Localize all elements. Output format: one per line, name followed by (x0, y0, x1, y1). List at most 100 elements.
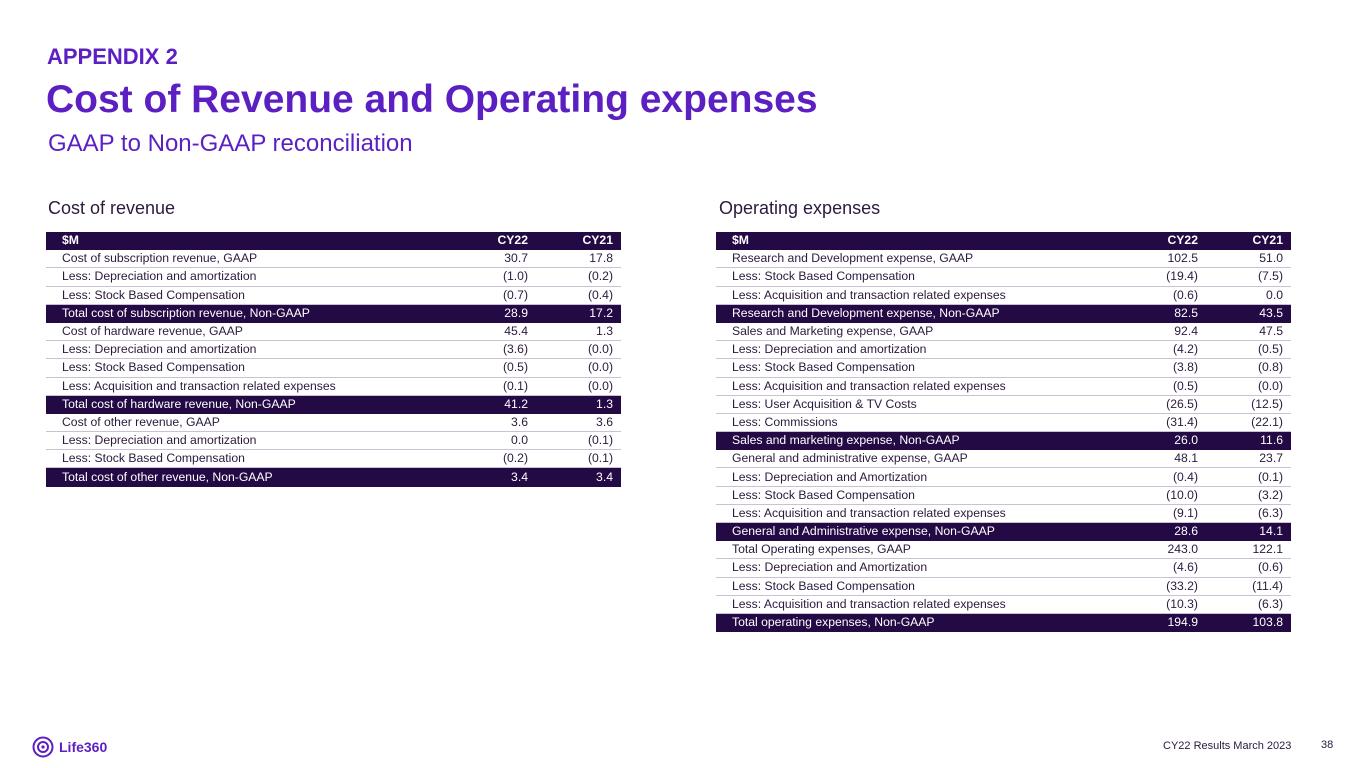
row-label: Less: Depreciation and Amortization (716, 467, 1121, 487)
row-value-cy22: 3.6 (451, 413, 536, 433)
row-value-cy22: (0.5) (1121, 377, 1206, 396)
row-label: Cost of other revenue, GAAP (46, 413, 451, 433)
row-label: Less: Depreciation and amortization (46, 431, 451, 451)
operating-expenses-table: $M CY22 CY21 Research and Development ex… (716, 232, 1291, 633)
row-label: Less: Stock Based Compensation (716, 486, 1121, 505)
table-row: Cost of subscription revenue, GAAP 30.7 17… (46, 249, 621, 269)
table-row: Less: Stock Based Compensation (0.2) (0.1) (46, 449, 621, 469)
row-value-cy21: (0.0) (536, 340, 621, 360)
row-label: Less: Acquisition and transaction relate… (716, 504, 1121, 524)
row-value-cy21: 11.6 (1206, 431, 1291, 451)
table-row: Less: Depreciation and Amortization (0.4)… (716, 467, 1291, 487)
row-value-cy21: (6.3) (1206, 504, 1291, 524)
table-row: Less: Stock Based Compensation (0.7) (0.4) (46, 286, 621, 305)
table-row: Research and Development expense, GAAP 10… (716, 249, 1291, 269)
column-header-metric: $M (716, 232, 1121, 251)
page-subtitle: GAAP to Non-GAAP reconciliation (48, 130, 413, 157)
row-value-cy21: 3.6 (536, 413, 621, 433)
table-row: Less: Stock Based Compensation (3.8) (0.8) (716, 358, 1291, 378)
row-value-cy22: (0.7) (451, 286, 536, 305)
row-value-cy21: 51.0 (1206, 249, 1291, 269)
table-row: Less: Depreciation and amortization (4.2)… (716, 340, 1291, 360)
row-label: Total cost of subscription revenue, Non-… (46, 304, 451, 323)
page-number: 38 (1321, 739, 1334, 751)
row-value-cy22: 243.0 (1121, 540, 1206, 560)
row-label: Less: Stock Based Compensation (716, 267, 1121, 287)
table-row: Less: Acquisition and transaction relate… (716, 286, 1291, 305)
table-header-row: $M CY22 CY21 (46, 232, 621, 251)
table-row: Less: Stock Based Compensation (33.2) (11.… (716, 577, 1291, 596)
row-label: Cost of hardware revenue, GAAP (46, 322, 451, 342)
row-value-cy22: (9.1) (1121, 504, 1206, 524)
row-value-cy22: 194.9 (1121, 613, 1206, 633)
table-row: Less: Depreciation and amortization 0.0 (0… (46, 431, 621, 451)
row-value-cy21: 103.8 (1206, 613, 1291, 633)
row-value-cy22: 3.4 (451, 467, 536, 487)
row-value-cy22: (33.2) (1121, 577, 1206, 596)
column-header-metric: $M (46, 232, 451, 251)
table-total-row: Total cost of hardware revenue, Non-GAAP… (46, 395, 621, 414)
row-label: Less: Acquisition and transaction relate… (46, 377, 451, 396)
row-value-cy21: (0.0) (536, 377, 621, 396)
row-label: Cost of subscription revenue, GAAP (46, 249, 451, 269)
column-header-cy21: CY21 (536, 232, 621, 251)
row-value-cy21: (3.2) (1206, 486, 1291, 505)
table-row: Less: Stock Based Compensation (10.0) (3.2… (716, 486, 1291, 505)
row-value-cy21: (22.1) (1206, 413, 1291, 433)
row-value-cy22: (0.6) (1121, 286, 1206, 305)
row-label: General and Administrative expense, Non-… (716, 522, 1121, 542)
row-value-cy21: (0.6) (1206, 558, 1291, 578)
life360-logo-icon (32, 736, 54, 758)
column-header-cy22: CY22 (1121, 232, 1206, 251)
table-row: Less: Depreciation and amortization (3.6)… (46, 340, 621, 360)
row-value-cy22: (0.1) (451, 377, 536, 396)
row-value-cy22: (0.5) (451, 358, 536, 378)
row-value-cy21: (0.2) (536, 267, 621, 287)
column-header-cy21: CY21 (1206, 232, 1291, 251)
table-row: Cost of other revenue, GAAP 3.6 3.6 (46, 413, 621, 433)
row-value-cy22: (31.4) (1121, 413, 1206, 433)
row-label: Research and Development expense, Non-GA… (716, 304, 1121, 323)
table-row: Less: Depreciation and amortization (1.0)… (46, 267, 621, 287)
row-label: Less: Acquisition and transaction relate… (716, 595, 1121, 614)
row-label: Sales and Marketing expense, GAAP (716, 322, 1121, 342)
row-label: Total operating expenses, Non-GAAP (716, 613, 1121, 633)
row-value-cy22: (0.4) (1121, 467, 1206, 487)
row-label: Total cost of hardware revenue, Non-GAAP (46, 395, 451, 414)
row-value-cy22: 45.4 (451, 322, 536, 342)
row-label: Less: Depreciation and Amortization (716, 558, 1121, 578)
row-value-cy21: 43.5 (1206, 304, 1291, 323)
row-label: General and administrative expense, GAAP (716, 449, 1121, 469)
table-row: General and administrative expense, GAAP… (716, 449, 1291, 469)
row-label: Less: User Acquisition & TV Costs (716, 395, 1121, 414)
row-value-cy21: 14.1 (1206, 522, 1291, 542)
column-header-cy22: CY22 (451, 232, 536, 251)
row-value-cy22: (10.3) (1121, 595, 1206, 614)
row-value-cy21: (7.5) (1206, 267, 1291, 287)
row-value-cy21: (0.0) (1206, 377, 1291, 396)
page-title: Cost of Revenue and Operating expenses (46, 78, 818, 121)
row-value-cy21: (0.1) (536, 449, 621, 469)
table-row: Less: Acquisition and transaction relate… (716, 504, 1291, 524)
row-value-cy21: 0.0 (1206, 286, 1291, 305)
row-value-cy22: 82.5 (1121, 304, 1206, 323)
row-value-cy21: 1.3 (536, 322, 621, 342)
row-value-cy22: (10.0) (1121, 486, 1206, 505)
row-label: Less: Acquisition and transaction relate… (716, 286, 1121, 305)
cost-of-revenue-table: $M CY22 CY21 Cost of subscription revenu… (46, 232, 621, 487)
row-value-cy22: 48.1 (1121, 449, 1206, 469)
table-header-row: $M CY22 CY21 (716, 232, 1291, 251)
row-value-cy22: 102.5 (1121, 249, 1206, 269)
table-row: Less: Depreciation and Amortization (4.6)… (716, 558, 1291, 578)
row-value-cy22: (1.0) (451, 267, 536, 287)
row-value-cy21: (0.1) (536, 431, 621, 451)
row-label: Sales and marketing expense, Non-GAAP (716, 431, 1121, 451)
row-value-cy22: 30.7 (451, 249, 536, 269)
row-value-cy22: (4.2) (1121, 340, 1206, 360)
table-row: Total Operating expenses, GAAP 243.0 122.1 (716, 540, 1291, 560)
table-row: Less: User Acquisition & TV Costs (26.5)(… (716, 395, 1291, 414)
row-value-cy21: (12.5) (1206, 395, 1291, 414)
row-label: Less: Stock Based Compensation (716, 577, 1121, 596)
row-value-cy21: 47.5 (1206, 322, 1291, 342)
row-value-cy21: (0.5) (1206, 340, 1291, 360)
